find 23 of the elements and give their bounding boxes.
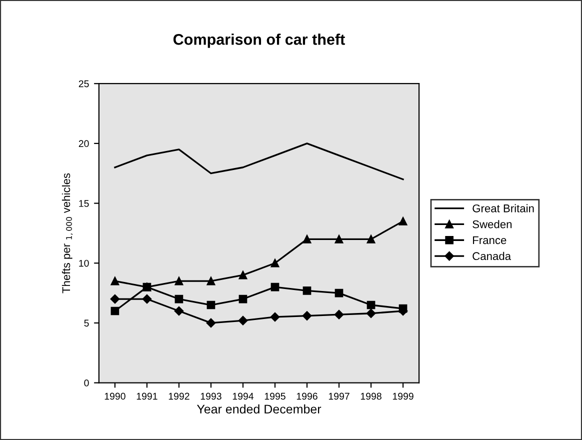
x-axis-title: Year ended December — [196, 404, 322, 414]
legend-label: Sweden — [472, 220, 512, 228]
y-tick-label: 0 — [84, 380, 89, 386]
legend-label: France — [473, 236, 506, 244]
x-tick-label: 1998 — [360, 392, 382, 400]
y-tick-label: 15 — [79, 200, 89, 207]
legend-label: Great Britain — [472, 204, 534, 212]
chart-title: Comparison of car theft — [173, 34, 345, 48]
x-tick-label: 1994 — [232, 392, 254, 400]
y-axis-title: Thefts per $_{1,000}$ vehicles — [62, 173, 73, 294]
x-tick-label: 1996 — [296, 392, 318, 400]
x-tick-label: 1991 — [136, 392, 158, 400]
y-tick-label: 25 — [78, 80, 89, 88]
x-tick-label: 1993 — [200, 392, 222, 400]
y-tick-label: 10 — [79, 260, 89, 267]
x-tick-label: 1992 — [168, 392, 190, 400]
x-tick-label: 1999 — [392, 392, 414, 400]
x-tick-label: 1997 — [328, 392, 350, 400]
x-tick-label: 1990 — [104, 392, 126, 400]
legend-label: Canada — [472, 252, 512, 260]
y-tick-label: 5 — [84, 320, 89, 327]
y-tick-label: 20 — [78, 140, 89, 148]
x-tick-label: 1995 — [264, 392, 286, 400]
